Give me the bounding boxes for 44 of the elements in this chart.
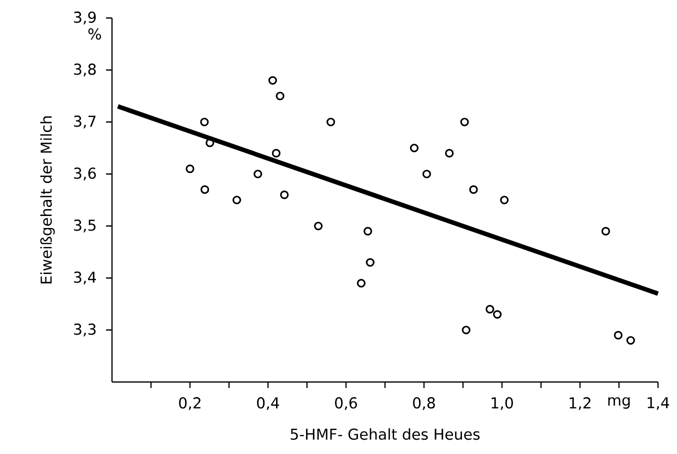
point [469, 185, 478, 194]
point [601, 226, 610, 236]
x-tick-label: 1,0 [492, 397, 513, 410]
x-tick-label: 0,4 [257, 397, 280, 410]
point [356, 278, 366, 288]
y-tick-label: 3,3 [74, 324, 96, 336]
point [445, 148, 454, 158]
y-tick-label: 3,5 [74, 220, 96, 232]
point [232, 196, 242, 204]
point [268, 76, 277, 85]
point [462, 326, 470, 334]
point [254, 170, 262, 178]
point [366, 258, 374, 267]
point [500, 196, 509, 204]
x-tick-label: 1,2 [570, 397, 590, 410]
point [314, 222, 323, 230]
point [326, 118, 336, 126]
point [486, 304, 494, 314]
point [493, 310, 502, 319]
y-tick-label: 3,4 [74, 272, 96, 284]
x-tick-label: 1,4 [648, 397, 670, 410]
point [422, 170, 432, 178]
x-tick-label: 0,2 [179, 397, 200, 410]
y-tick-label: 3,8 [74, 64, 96, 76]
x-axis-title: 5-HMF- Gehalt des Heues [290, 428, 480, 440]
x-tick-label: 0,8 [413, 397, 435, 410]
point [280, 190, 289, 200]
point [276, 92, 284, 100]
text: % [88, 28, 101, 40]
y-axis-title: Eiweißgehalt der Milch [40, 116, 55, 284]
y-tick-label: 3,6 [74, 168, 96, 180]
point [200, 118, 209, 126]
point [410, 144, 419, 152]
point [364, 226, 372, 236]
point [614, 330, 623, 340]
x-tick-label: mg [608, 397, 630, 409]
point [460, 118, 469, 126]
point [186, 164, 194, 174]
point [626, 336, 635, 345]
point [200, 185, 210, 194]
point [272, 148, 280, 158]
y-tick-label: 3,9 [74, 12, 96, 24]
x-tick-label: 0,6 [335, 397, 357, 410]
y-tick-label: 3,7 [74, 116, 96, 128]
